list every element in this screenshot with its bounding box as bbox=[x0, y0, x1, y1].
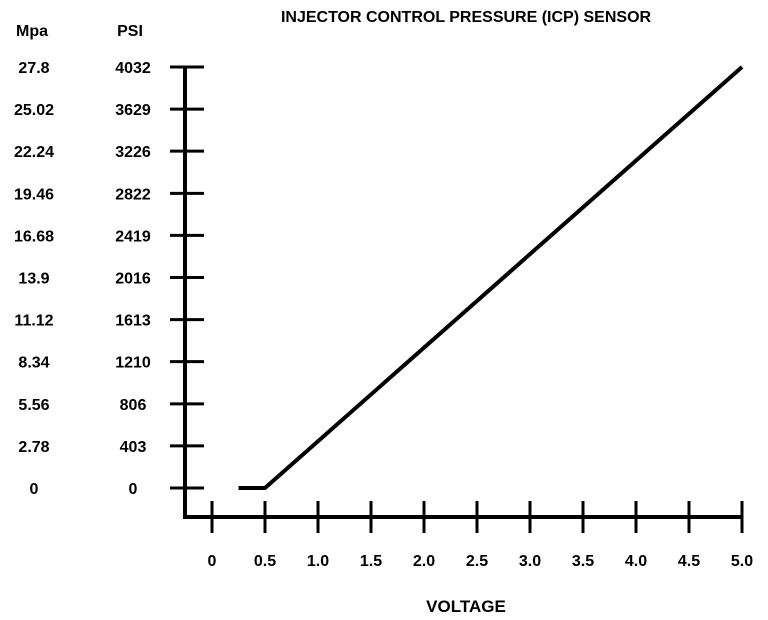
psi-tick-label: 403 bbox=[120, 439, 147, 456]
x-tick-label: 4.5 bbox=[678, 553, 700, 570]
x-tick-label: 3.5 bbox=[572, 553, 594, 570]
mpa-axis-label: Mpa bbox=[16, 23, 48, 40]
mpa-tick-label: 8.34 bbox=[18, 355, 49, 372]
mpa-tick-label: 13.9 bbox=[18, 271, 49, 288]
psi-tick-label: 1210 bbox=[115, 355, 151, 372]
x-tick-label: 3.0 bbox=[519, 553, 541, 570]
x-tick-label: 0 bbox=[208, 553, 217, 570]
psi-tick-label: 2016 bbox=[115, 271, 151, 288]
mpa-tick-label: 5.56 bbox=[18, 397, 49, 414]
mpa-tick-label: 19.46 bbox=[14, 186, 54, 203]
mpa-tick-label: 25.02 bbox=[14, 102, 54, 119]
mpa-tick-label: 27.8 bbox=[18, 60, 49, 77]
mpa-tick-label: 22.24 bbox=[14, 144, 54, 161]
psi-tick-label: 1613 bbox=[115, 313, 151, 330]
mpa-tick-label: 2.78 bbox=[18, 439, 49, 456]
x-axis-label: VOLTAGE bbox=[426, 597, 506, 616]
psi-tick-label: 4032 bbox=[115, 60, 151, 77]
chart-title: INJECTOR CONTROL PRESSURE (ICP) SENSOR bbox=[281, 9, 652, 26]
x-tick-label: 4.0 bbox=[625, 553, 647, 570]
psi-tick-label: 3629 bbox=[115, 102, 151, 119]
mpa-tick-label: 16.68 bbox=[14, 228, 54, 245]
series-line-icp bbox=[238, 65, 744, 490]
psi-tick-label: 2822 bbox=[115, 186, 151, 203]
x-tick-label: 2.5 bbox=[466, 553, 488, 570]
x-tick-label: 0.5 bbox=[254, 553, 276, 570]
psi-axis-label: PSI bbox=[117, 23, 143, 40]
x-tick-label: 1.0 bbox=[307, 553, 329, 570]
x-tick-label: 5.0 bbox=[731, 553, 753, 570]
x-tick-label: 1.5 bbox=[360, 553, 382, 570]
mpa-tick-label: 11.12 bbox=[14, 313, 53, 330]
x-tick-label: 2.0 bbox=[413, 553, 435, 570]
psi-tick-label: 806 bbox=[120, 397, 147, 414]
psi-tick-label: 3226 bbox=[115, 144, 151, 161]
psi-tick-label: 0 bbox=[129, 481, 138, 498]
psi-tick-label: 2419 bbox=[115, 228, 151, 245]
mpa-tick-label: 0 bbox=[30, 481, 39, 498]
